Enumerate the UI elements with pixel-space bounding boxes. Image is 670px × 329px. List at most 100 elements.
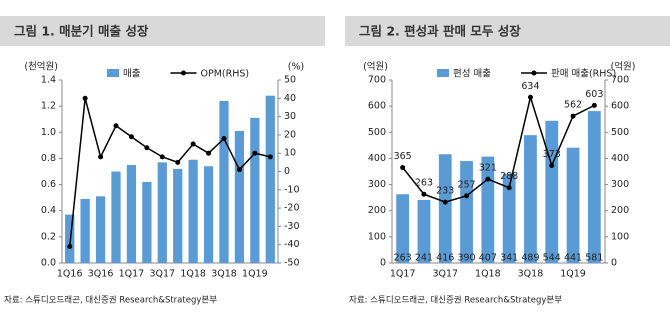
y2-tick-label: 400 xyxy=(611,153,629,164)
bar xyxy=(524,135,537,263)
legend-marker xyxy=(531,70,537,76)
x-tick-label: 3Q18 xyxy=(211,269,237,280)
line xyxy=(68,98,271,247)
y-tick-label: 300 xyxy=(368,179,386,190)
marker xyxy=(252,150,258,156)
data-label: 233 xyxy=(436,186,454,197)
x-tick-label: 1Q19 xyxy=(242,269,268,280)
data-label: 390 xyxy=(457,253,475,264)
legend-label: 편성 매출 xyxy=(453,68,491,80)
y-tick-label: 1.4 xyxy=(41,75,56,86)
data-label: 365 xyxy=(394,151,412,162)
legend-label: 매출 xyxy=(123,69,141,80)
marker xyxy=(421,191,427,197)
marker xyxy=(190,141,196,147)
y2-tick-label: 20 xyxy=(284,129,296,140)
data-label: 562 xyxy=(564,100,582,111)
bar xyxy=(587,111,601,263)
data-label: 581 xyxy=(585,253,603,264)
bar xyxy=(65,214,75,263)
y2-tick-label: 200 xyxy=(611,205,629,216)
bar xyxy=(95,196,106,263)
y2-tick-label: -50 xyxy=(284,258,300,269)
y2-tick-label: 300 xyxy=(611,179,629,190)
y-tick-label: 0.2 xyxy=(41,231,56,242)
line xyxy=(402,94,595,203)
bar xyxy=(502,173,516,263)
data-label: 263 xyxy=(394,253,412,264)
data-label: 321 xyxy=(479,163,497,174)
y-tick-label: 0.4 xyxy=(41,205,56,216)
bar xyxy=(234,130,245,263)
y-tick-label: 600 xyxy=(368,101,386,112)
y2-tick-label: -40 xyxy=(284,239,300,250)
marker xyxy=(236,167,242,173)
source: 자료: 스튜디오드래곤, 대신증권 Research&Strategy본부 xyxy=(4,295,217,306)
bar xyxy=(566,147,580,263)
y2-tick-label: 100 xyxy=(611,231,629,242)
y-label: (천억원) xyxy=(24,61,58,73)
data-label: 544 xyxy=(543,253,561,264)
x-tick-label: 1Q17 xyxy=(119,269,145,280)
bar xyxy=(396,194,410,263)
bar xyxy=(250,117,260,264)
data-label: 416 xyxy=(436,253,454,264)
x-tick-label: 1Q16 xyxy=(57,269,83,280)
y-tick-label: 100 xyxy=(368,231,386,242)
marker xyxy=(67,244,73,250)
bar xyxy=(80,198,90,263)
bar xyxy=(417,199,431,263)
data-label: 634 xyxy=(521,81,539,92)
marker xyxy=(175,159,181,165)
bar xyxy=(203,166,214,263)
legend-label: 판매 매출(RHS) xyxy=(551,69,616,80)
data-label: 288 xyxy=(500,171,518,182)
y-tick-label: 0.8 xyxy=(41,153,56,164)
chart-title: 그림 2. 편성과 판매 모두 성장 xyxy=(359,24,521,39)
bar xyxy=(173,168,183,263)
bar xyxy=(157,162,167,263)
y-tick-label: 200 xyxy=(368,205,386,216)
data-label: 257 xyxy=(457,179,475,190)
x-tick-label: 1Q17 xyxy=(390,269,416,280)
y2-tick-label: 40 xyxy=(284,93,296,104)
y2-tick-label: 0 xyxy=(611,258,617,269)
y-tick-label: 0.6 xyxy=(41,179,56,190)
marker xyxy=(485,176,491,182)
bar xyxy=(219,100,229,264)
marker xyxy=(591,102,597,108)
bar xyxy=(545,120,559,263)
x-tick-label: 1Q18 xyxy=(180,269,206,280)
bar xyxy=(126,164,137,263)
marker xyxy=(400,165,406,171)
marker xyxy=(570,113,576,119)
data-label: 241 xyxy=(415,253,433,264)
y2-tick-label: -20 xyxy=(284,203,300,214)
data-label: 441 xyxy=(564,253,582,264)
marker xyxy=(82,95,88,101)
bar xyxy=(438,154,452,263)
marker xyxy=(98,154,104,160)
legend-swatch xyxy=(437,69,449,77)
y2-tick-label: -30 xyxy=(284,221,300,232)
bar xyxy=(188,159,198,263)
bar xyxy=(460,161,473,263)
y2-label: (%) xyxy=(288,62,304,73)
title-bar xyxy=(0,16,325,46)
y2-tick-label: 30 xyxy=(284,111,296,122)
y2-tick-label: 500 xyxy=(611,127,629,138)
x-tick-label: 1Q19 xyxy=(560,269,586,280)
marker xyxy=(464,193,470,199)
legend-swatch xyxy=(107,69,119,77)
data-label: 263 xyxy=(415,178,433,189)
marker xyxy=(144,145,150,151)
data-label: 407 xyxy=(479,253,497,264)
y-label: (억원) xyxy=(363,61,388,73)
bar xyxy=(111,171,121,263)
y-tick-label: 0 xyxy=(380,258,386,269)
y-tick-label: 700 xyxy=(368,75,386,86)
bar xyxy=(265,95,275,263)
source: 자료: 스튜디오드래곤, 대신증권 Research&Strategy본부 xyxy=(349,295,562,306)
marker xyxy=(442,199,448,205)
